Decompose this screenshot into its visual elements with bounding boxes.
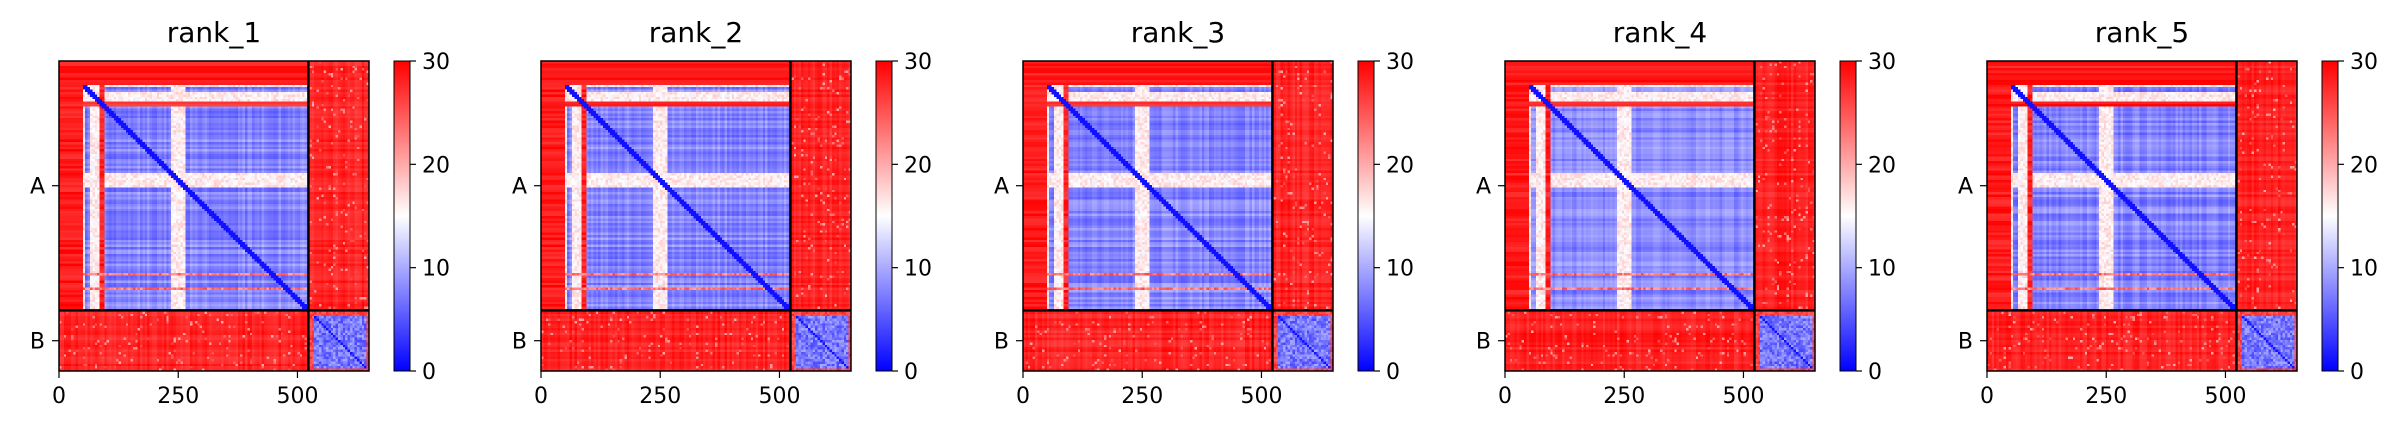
colorbar: [1357, 60, 1375, 372]
pae-panel-3: rank_3 0 250 500 A B 0 10 20 30: [994, 16, 1414, 409]
chain-label: B: [512, 330, 527, 355]
colorbar-tick-label: 30: [422, 50, 450, 75]
pae-panel-1: rank_1 0 250 500 A B 0 10 20 30: [30, 16, 450, 409]
colorbar-tick-label: 0: [2350, 360, 2364, 385]
x-tick-label: 0: [1498, 384, 1512, 409]
plot-frame: [1986, 60, 2298, 372]
pae-heatmap: [59, 61, 369, 371]
panel-title: rank_5: [2095, 16, 2189, 49]
chain-label: B: [1958, 330, 1973, 355]
x-tick-label: 500: [1240, 384, 1282, 409]
chain-label: A: [1958, 175, 1973, 200]
chain-label: B: [1476, 330, 1491, 355]
colorbar-tick-label: 30: [1868, 50, 1896, 75]
colorbar-tick-label: 0: [904, 360, 918, 385]
colorbar-tick-label: 20: [422, 153, 450, 178]
x-tick-label: 0: [1016, 384, 1030, 409]
pae-panel-4: rank_4 0 250 500 A B 0 10 20 30: [1476, 16, 1896, 409]
colorbar-tick-label: 20: [1386, 153, 1414, 178]
colorbar-tick-label: 10: [422, 257, 450, 282]
chain-label: B: [30, 330, 45, 355]
chain-label: A: [1476, 175, 1491, 200]
colorbar: [393, 60, 411, 372]
panel-title: rank_1: [167, 16, 261, 49]
colorbar-tick-label: 20: [1868, 153, 1896, 178]
colorbar-tick-label: 10: [1386, 257, 1414, 282]
plot-frame: [1504, 60, 1816, 372]
colorbar-tick-label: 0: [422, 360, 436, 385]
pae-panel-5: rank_5 0 250 500 A B 0 10 20 30: [1958, 16, 2378, 409]
colorbar-tick-label: 20: [904, 153, 932, 178]
pae-heatmap: [1987, 61, 2297, 371]
colorbar-tick-label: 30: [2350, 50, 2378, 75]
chain-label: A: [994, 175, 1009, 200]
x-tick-label: 250: [1603, 384, 1645, 409]
colorbar-tick-label: 0: [1386, 360, 1400, 385]
x-tick-label: 0: [52, 384, 66, 409]
colorbar-tick-label: 30: [1386, 50, 1414, 75]
panel-title: rank_4: [1613, 16, 1707, 49]
colorbar: [2321, 60, 2339, 372]
pae-heatmap: [1023, 61, 1333, 371]
plot-frame: [1022, 60, 1334, 372]
colorbar-tick-label: 20: [2350, 153, 2378, 178]
x-tick-label: 250: [157, 384, 199, 409]
colorbar: [1839, 60, 1857, 372]
chain-label: A: [30, 175, 45, 200]
x-tick-label: 500: [758, 384, 800, 409]
pae-panel-2: rank_2 0 250 500 A B 0 10 20 30: [512, 16, 932, 409]
x-tick-label: 500: [1722, 384, 1764, 409]
chain-label: B: [994, 330, 1009, 355]
colorbar-tick-label: 10: [904, 257, 932, 282]
colorbar-tick-label: 0: [1868, 360, 1882, 385]
colorbar: [875, 60, 893, 372]
plot-frame: [540, 60, 852, 372]
x-tick-label: 500: [276, 384, 318, 409]
x-tick-label: 0: [534, 384, 548, 409]
x-tick-label: 500: [2204, 384, 2246, 409]
plot-frame: [58, 60, 370, 372]
panel-title: rank_3: [1131, 16, 1225, 49]
colorbar-tick-label: 10: [1868, 257, 1896, 282]
pae-heatmap: [541, 61, 851, 371]
colorbar-tick-label: 30: [904, 50, 932, 75]
x-tick-label: 250: [2085, 384, 2127, 409]
x-tick-label: 250: [1121, 384, 1163, 409]
pae-heatmap: [1505, 61, 1815, 371]
x-tick-label: 0: [1980, 384, 1994, 409]
x-tick-label: 250: [639, 384, 681, 409]
colorbar-tick-label: 10: [2350, 257, 2378, 282]
chain-label: A: [512, 175, 527, 200]
panel-title: rank_2: [649, 16, 743, 49]
